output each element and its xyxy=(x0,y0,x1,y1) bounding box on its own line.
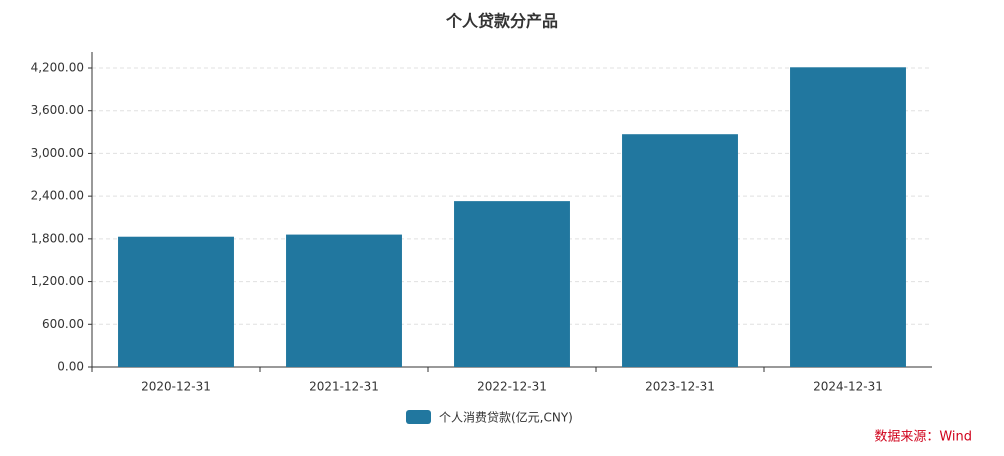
y-tick-label: 600.00 xyxy=(42,317,84,331)
legend-label: 个人消费贷款(亿元,CNY) xyxy=(439,410,573,425)
bar xyxy=(622,134,738,367)
y-tick-label: 1,200.00 xyxy=(31,274,84,288)
x-tick-label: 2023-12-31 xyxy=(645,380,715,394)
x-tick-label: 2022-12-31 xyxy=(477,380,547,394)
y-tick-label: 3,000.00 xyxy=(31,146,84,160)
source-note: 数据来源：Wind xyxy=(874,430,972,445)
x-tick-label: 2021-12-31 xyxy=(309,380,379,394)
y-tick-label: 4,200.00 xyxy=(31,61,84,75)
bar xyxy=(790,67,906,368)
y-tick-label: 3,600.00 xyxy=(31,103,84,117)
bar xyxy=(118,236,234,367)
bar xyxy=(454,201,570,367)
legend-swatch xyxy=(406,410,431,424)
y-tick-label: 2,400.00 xyxy=(31,189,84,203)
x-tick-label: 2020-12-31 xyxy=(141,380,211,394)
bar xyxy=(286,234,402,367)
y-tick-label: 0.00 xyxy=(57,360,84,374)
chart-title: 个人贷款分产品 xyxy=(445,12,558,31)
y-tick-label: 1,800.00 xyxy=(31,231,84,245)
x-tick-label: 2024-12-31 xyxy=(813,380,883,394)
